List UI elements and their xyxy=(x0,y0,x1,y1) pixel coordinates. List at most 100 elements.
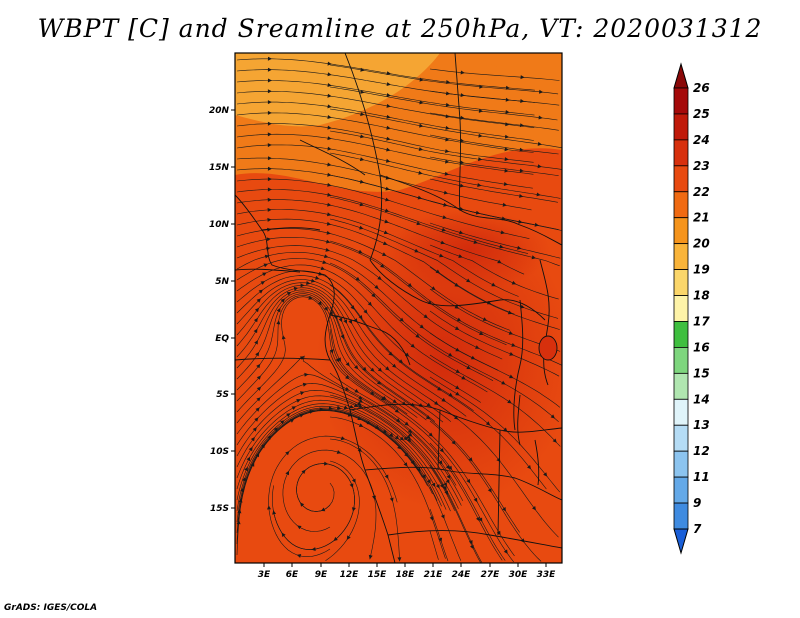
streamline-arrow xyxy=(479,331,484,335)
streamline-arrow xyxy=(459,230,464,235)
streamline-arrow xyxy=(426,402,431,407)
streamline-arrow xyxy=(423,314,428,319)
streamline-arrow xyxy=(505,122,510,127)
streamline-arrow xyxy=(397,557,402,562)
streamline-arrow xyxy=(459,183,465,188)
colorbar-label: 19 xyxy=(693,263,710,277)
streamline-arrow xyxy=(315,275,320,280)
streamline-arrow xyxy=(438,460,443,465)
lat-tick-label: 10N xyxy=(209,220,230,230)
streamline-arrow xyxy=(419,123,424,128)
streamline-arrow xyxy=(357,401,362,406)
streamline-arrow xyxy=(482,317,488,321)
streamline-arrow xyxy=(306,281,311,285)
streamline-arrow xyxy=(419,77,424,82)
streamline-arrow xyxy=(443,482,447,487)
streamline-arrow xyxy=(276,307,281,313)
lat-tick-label: 20N xyxy=(209,106,230,116)
streamline-arrow xyxy=(491,282,496,287)
streamline xyxy=(236,291,427,421)
streamline-arrow xyxy=(327,136,332,141)
streamline-arrow xyxy=(439,253,444,258)
streamline-arrow xyxy=(385,366,390,371)
streamline xyxy=(236,285,452,422)
streamline-arrow xyxy=(399,317,404,322)
streamline-arrow xyxy=(256,386,262,391)
streamline-arrow xyxy=(377,276,382,280)
lat-tick-label: 5N xyxy=(215,277,229,287)
colorbar-label: 22 xyxy=(693,185,710,199)
streamline-arrow xyxy=(416,221,421,226)
streamline-arrow xyxy=(254,417,259,422)
streamline xyxy=(429,332,561,408)
streamline-arrow xyxy=(392,399,397,404)
streamline-arrow xyxy=(256,375,261,380)
streamline xyxy=(429,376,561,493)
streamline-arrow xyxy=(354,365,359,370)
streamline xyxy=(329,284,547,490)
streamline-arrow xyxy=(502,507,506,512)
colorbar-swatch xyxy=(673,347,689,374)
streamline-arrow xyxy=(520,75,525,80)
streamline-arrow xyxy=(327,72,332,77)
streamline-arrow xyxy=(236,520,241,525)
streamline xyxy=(236,374,464,502)
streamline xyxy=(329,306,520,533)
colorbar-swatch xyxy=(673,295,689,322)
colorbar-label: 13 xyxy=(693,418,710,432)
streamline-arrow xyxy=(418,147,424,151)
streamline-arrow xyxy=(431,482,436,488)
streamline-arrow xyxy=(478,517,483,522)
streamline-arrow xyxy=(428,432,433,437)
streamline-arrow xyxy=(267,89,272,94)
map-frame xyxy=(234,52,563,564)
colorbar-label: 11 xyxy=(693,470,710,484)
streamline-arrow xyxy=(267,187,272,192)
streamline-arrow xyxy=(360,67,365,72)
streamline-arrow xyxy=(485,421,491,426)
streamline xyxy=(329,152,561,199)
lon-tick: 6E xyxy=(286,563,299,580)
streamline xyxy=(236,228,511,331)
streamline-arrow xyxy=(445,125,450,130)
streamline xyxy=(329,108,562,148)
streamline xyxy=(236,410,418,556)
streamline xyxy=(236,408,433,523)
streamline-arrow xyxy=(354,388,359,393)
streamline xyxy=(236,157,532,211)
streamline-arrow xyxy=(289,418,295,423)
streamline-arrow xyxy=(487,488,492,493)
lon-tick-label: 30E xyxy=(509,570,529,580)
streamline-arrow xyxy=(327,172,332,177)
colorbar-swatch xyxy=(673,321,689,348)
colorbar-swatch xyxy=(673,502,689,530)
streamline-arrow xyxy=(359,179,365,184)
streamline-arrow xyxy=(267,121,272,126)
lon-tick: 3E xyxy=(258,563,271,580)
streamline-arrow xyxy=(267,197,272,202)
streamline-arrow xyxy=(320,266,325,271)
streamline xyxy=(429,244,559,300)
streamline-arrow xyxy=(367,301,372,306)
streamline-arrow xyxy=(501,380,506,385)
lon-tick: 15E xyxy=(368,563,387,580)
streamline-arrow xyxy=(386,93,391,97)
streamline-arrow xyxy=(473,497,478,503)
streamline-arrow xyxy=(470,355,476,360)
streamline-arrow xyxy=(531,255,536,260)
streamline-arrow xyxy=(418,170,423,175)
streamline-arrow xyxy=(324,306,328,312)
lat-tick: 10S xyxy=(210,447,235,457)
credit-label: GrADS: IGES/COLA xyxy=(4,603,98,613)
streamline-arrow xyxy=(382,252,387,256)
longitude-axis: 3E 6E 9E 12E 15E 18E 21E 24E 27E 30E 33E xyxy=(258,563,556,580)
streamline-arrow xyxy=(340,436,346,441)
streamline-arrow xyxy=(394,408,400,413)
streamline-arrow xyxy=(445,159,450,164)
streamline-arrow xyxy=(507,310,513,315)
colorbar-swatch xyxy=(673,372,689,400)
streamline-arrow xyxy=(438,537,443,543)
streamline-arrow xyxy=(267,156,272,161)
streamline xyxy=(329,350,514,563)
streamline-arrow xyxy=(343,405,349,410)
